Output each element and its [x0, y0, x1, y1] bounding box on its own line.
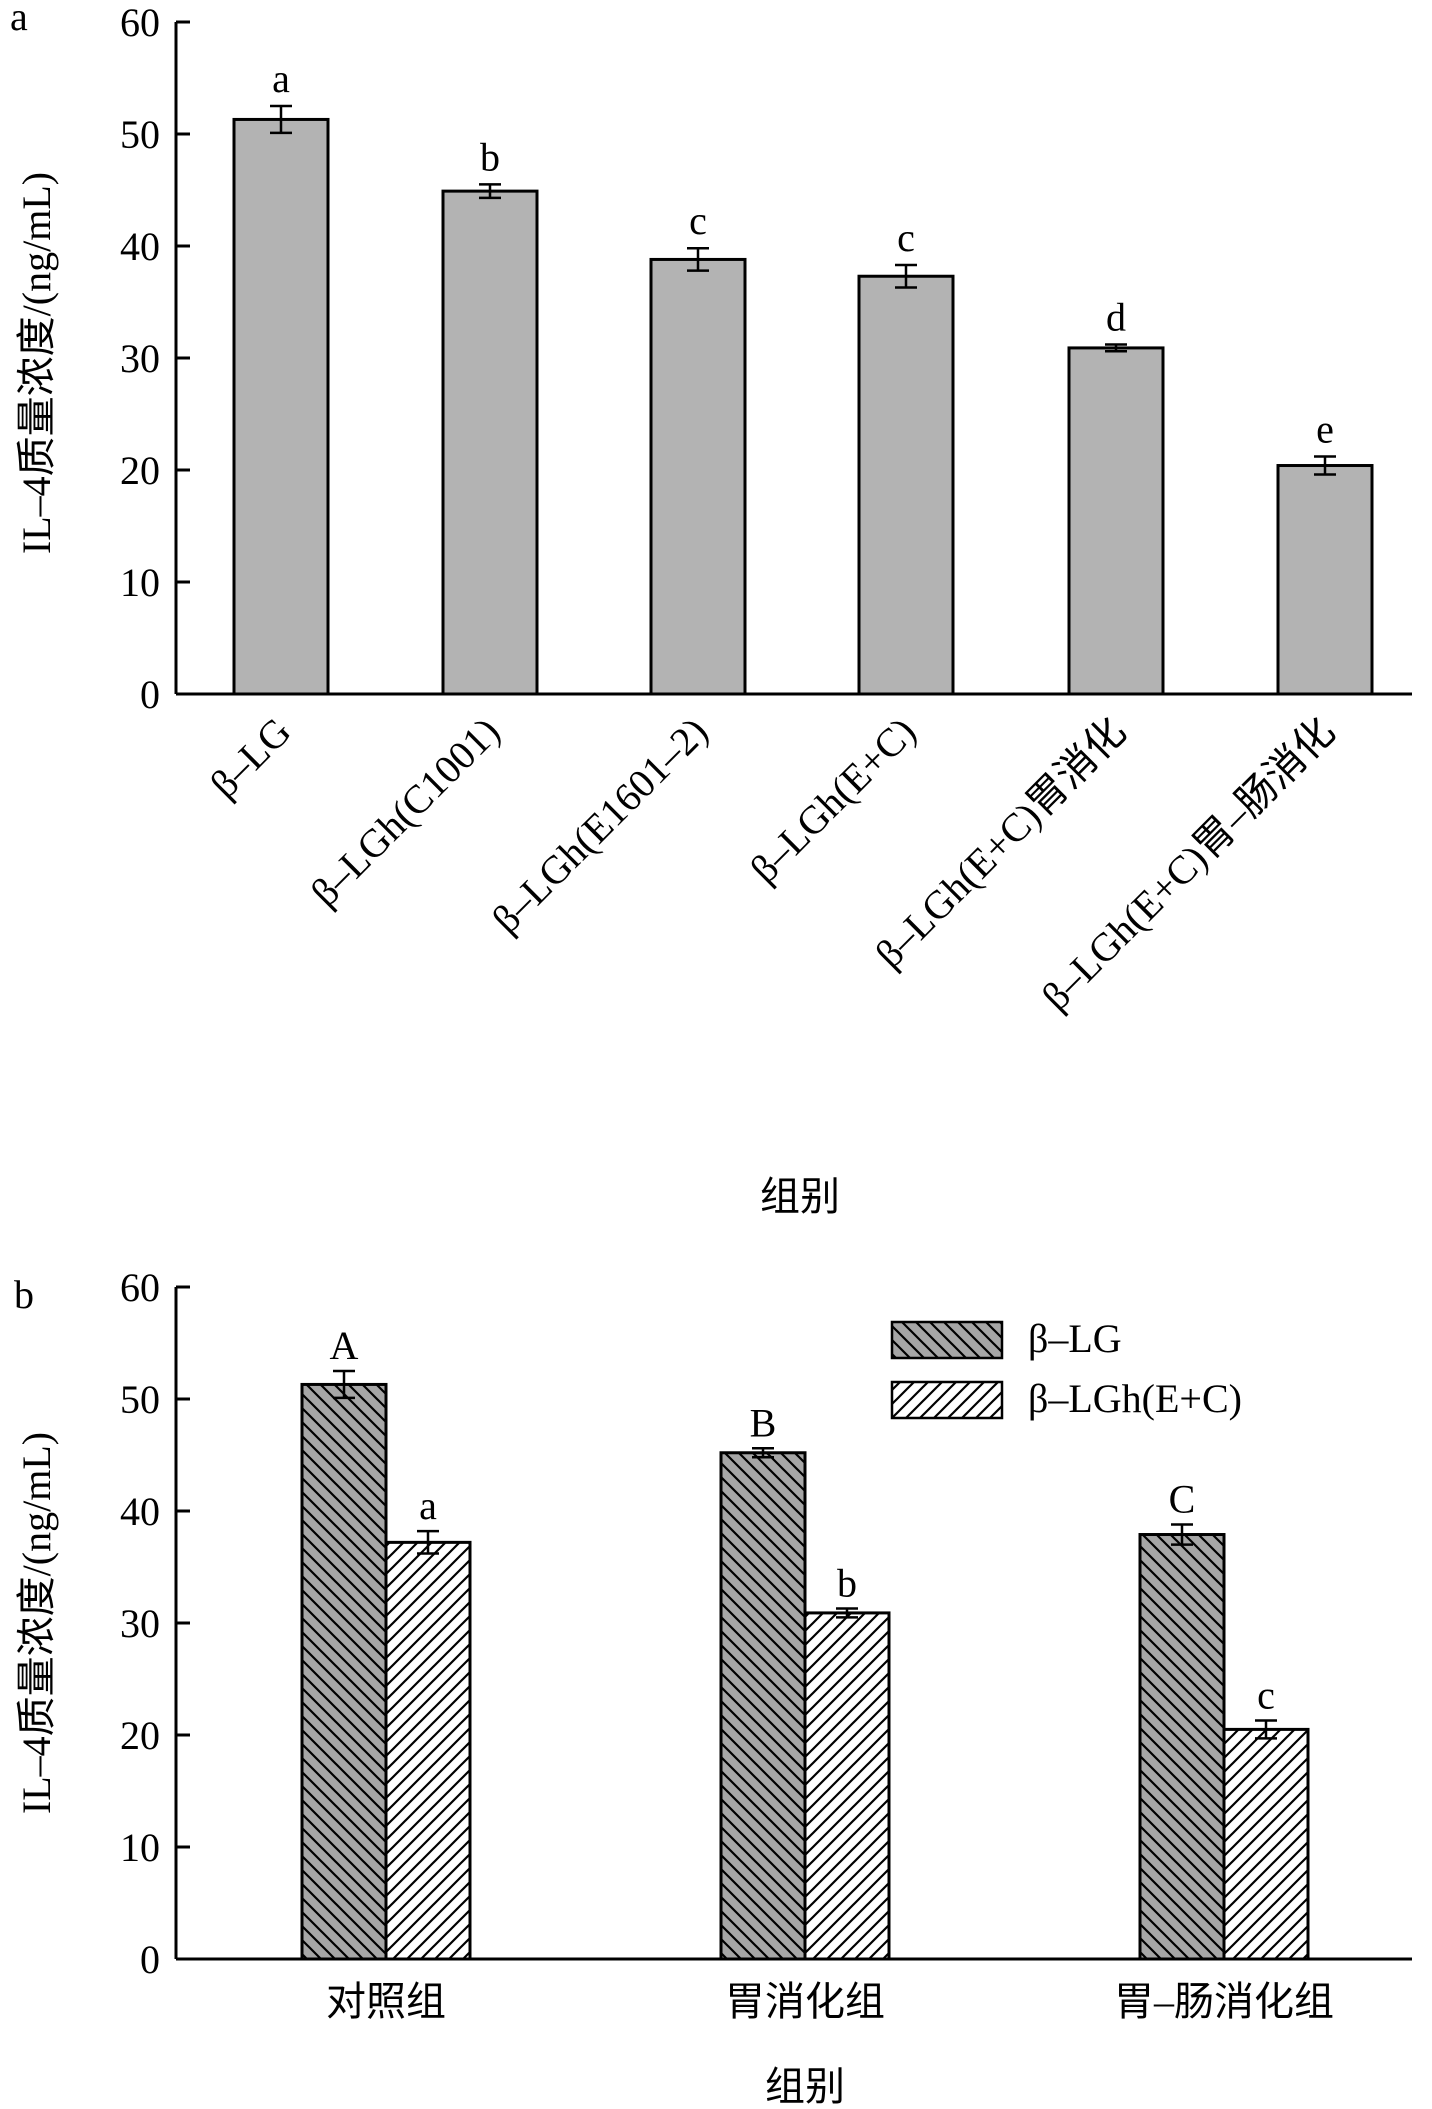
legend-swatch-series-1	[890, 1320, 1004, 1360]
y-tick-label: 60	[120, 0, 160, 45]
y-tick-label: 30	[120, 336, 160, 381]
x-category-label: β–LG	[201, 709, 299, 807]
bar-series-1	[1138, 1533, 1226, 1961]
bar-series-1	[719, 1451, 807, 1961]
bar	[1276, 464, 1374, 696]
bar	[857, 274, 955, 696]
panel-a-label: a	[10, 0, 28, 39]
bar	[232, 117, 330, 696]
bar-series-2	[803, 1611, 891, 1961]
significance-letter: A	[330, 1323, 359, 1368]
legend-label-series-1: β–LG	[1028, 1316, 1122, 1361]
x-category-label: 胃消化组	[725, 1979, 885, 2024]
y-tick-label: 20	[120, 448, 160, 493]
bar-series-1	[300, 1382, 388, 1961]
significance-letter: a	[419, 1483, 437, 1528]
legend-swatch-series-2	[890, 1380, 1004, 1420]
x-category-label: 胃–肠消化组	[1114, 1979, 1334, 2024]
significance-letter: B	[750, 1400, 777, 1445]
y-tick-label: 0	[140, 672, 160, 717]
panel-a-ylabel: IL–4质量浓度/(ng/mL)	[14, 172, 59, 554]
y-tick-label: 40	[120, 1489, 160, 1534]
significance-letter: e	[1316, 407, 1334, 452]
y-tick-label: 50	[120, 1377, 160, 1422]
significance-letter: b	[837, 1560, 857, 1605]
panel-b-label: b	[14, 1272, 34, 1317]
y-tick-label: 10	[120, 560, 160, 605]
significance-letter: c	[1257, 1672, 1275, 1717]
bar	[1067, 346, 1165, 696]
y-tick-label: 20	[120, 1713, 160, 1758]
panel-b-ylabel: IL–4质量浓度/(ng/mL)	[14, 1432, 59, 1814]
y-tick-label: 60	[120, 1265, 160, 1310]
bar-series-2	[1222, 1727, 1310, 1961]
x-category-label: β–LGh(E+C)	[741, 709, 924, 892]
significance-letter: c	[689, 198, 707, 243]
x-category-label: β–LGh(E1601–2)	[483, 709, 716, 942]
significance-letter: c	[897, 215, 915, 260]
panel-a-xlabel: 组别	[760, 1174, 840, 1219]
legend-label-series-2: β–LGh(E+C)	[1028, 1376, 1242, 1421]
significance-letter: b	[480, 134, 500, 179]
bar	[441, 189, 539, 696]
y-tick-label: 50	[120, 112, 160, 157]
y-tick-label: 40	[120, 224, 160, 269]
panel-b-y-ticks: 0 10 20 30 40 50 60	[120, 1265, 190, 1982]
panel-b-xlabel: 组别	[765, 2064, 845, 2109]
y-tick-label: 30	[120, 1601, 160, 1646]
bar	[649, 257, 747, 696]
panel-a-bars: a b c c d e	[232, 56, 1374, 696]
panel-b-legend: β–LG β–LGh(E+C)	[890, 1316, 1242, 1421]
significance-letter: d	[1106, 295, 1126, 340]
panel-b-x-categories: 对照组 胃消化组 胃–肠消化组	[326, 1979, 1334, 2024]
significance-letter: C	[1169, 1476, 1196, 1521]
x-category-label: β–LGh(C1001)	[302, 709, 508, 915]
x-category-label: 对照组	[326, 1979, 446, 2024]
y-tick-label: 0	[140, 1937, 160, 1982]
panel-a-x-categories: β–LG β–LGh(C1001)β–LGh(E1601–2) β–LGh(E+C)…	[201, 709, 1343, 1019]
panel-a-y-ticks: 0 10 20 30 40 50 60	[120, 0, 190, 717]
y-tick-label: 10	[120, 1825, 160, 1870]
bar-series-2	[384, 1540, 472, 1961]
panel-b-bars: Aa Bb Cc	[300, 1323, 1310, 1961]
significance-letter: a	[272, 56, 290, 101]
